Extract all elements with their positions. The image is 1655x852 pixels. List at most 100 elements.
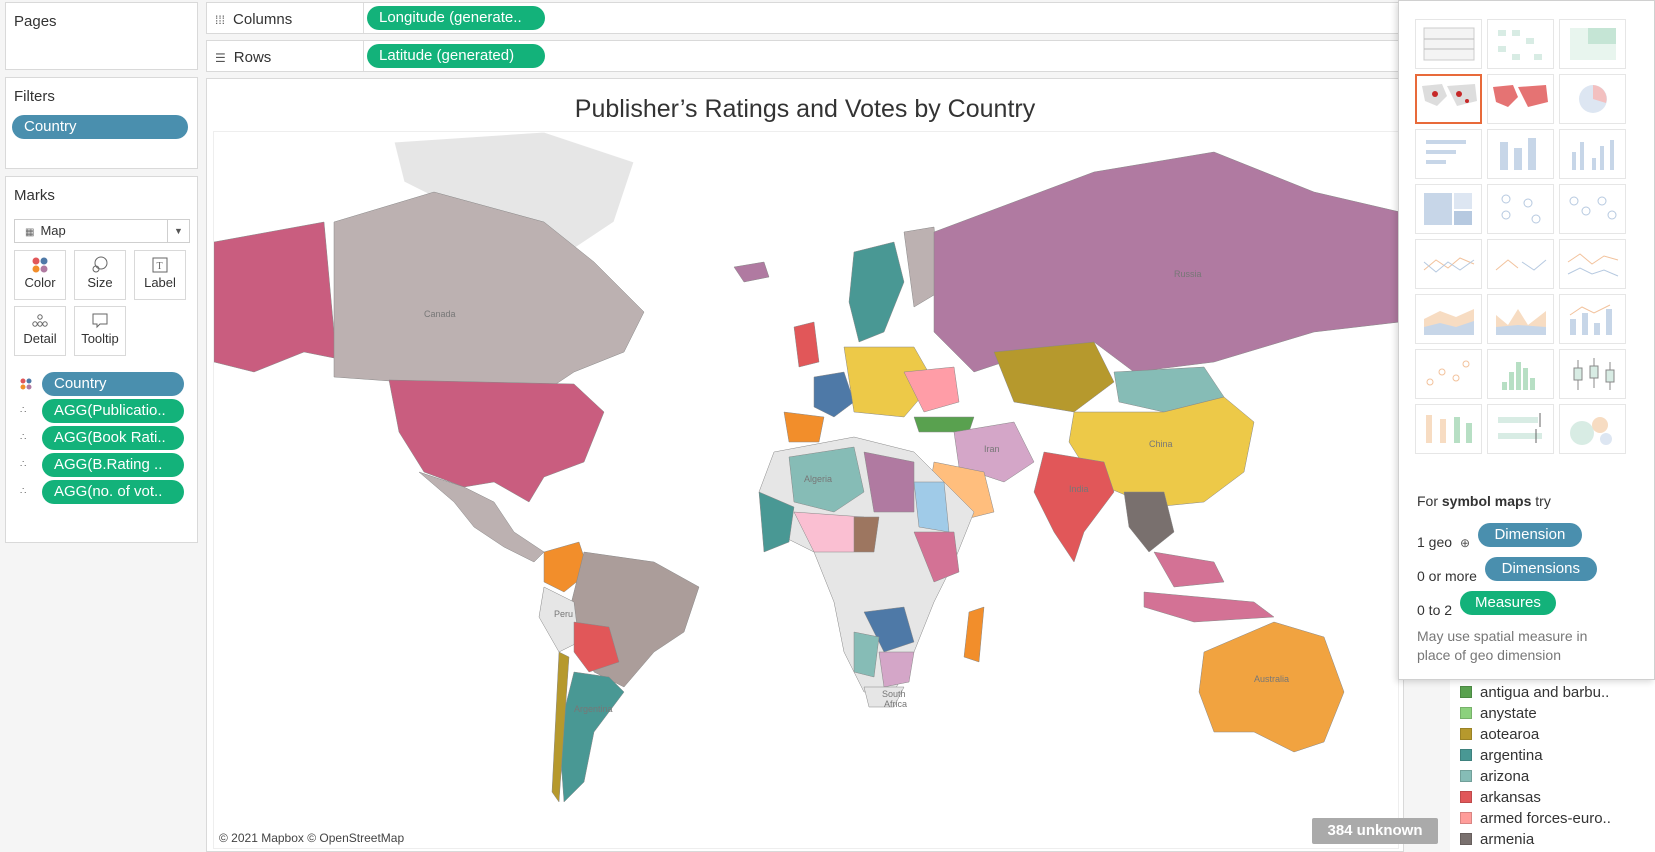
country-label-iran: Iran xyxy=(984,444,1000,454)
label-button[interactable]: T Label xyxy=(134,250,186,300)
mark-field-row[interactable]: Country xyxy=(14,372,194,396)
mark-field-pill[interactable]: AGG(Book Rati.. xyxy=(42,426,184,450)
legend-label: antigua and barbu.. xyxy=(1480,684,1610,701)
country-label-argentina: Argentina xyxy=(574,704,613,714)
mark-type-dropdown[interactable]: ▦ Map ▼ xyxy=(14,219,190,243)
detail-button[interactable]: Detail xyxy=(14,306,66,356)
requirement-label: 0 to 2 xyxy=(1417,602,1453,618)
map-country xyxy=(758,491,795,553)
area-discrete-chart-option[interactable] xyxy=(1487,294,1554,344)
tooltip-button[interactable]: Tooltip xyxy=(74,306,126,356)
rows-shelf[interactable]: ☰ Rows Latitude (generated) xyxy=(206,40,1406,72)
map-country xyxy=(1198,621,1345,753)
heat-map-chart-option[interactable] xyxy=(1487,19,1554,69)
mark-field-row[interactable]: ∴ AGG(Book Rati.. xyxy=(14,426,194,450)
detail-icon: ∴ xyxy=(20,486,27,497)
legend-item[interactable]: argentina xyxy=(1460,747,1543,767)
map-country xyxy=(913,416,975,433)
mark-field-row[interactable]: ∴ AGG(B.Rating .. xyxy=(14,453,194,477)
area-continuous-chart-option[interactable] xyxy=(1415,294,1482,344)
filled-map-chart-option[interactable] xyxy=(1487,74,1554,124)
legend-item[interactable]: arkansas xyxy=(1460,789,1541,809)
horizontal-bars-chart-option[interactable] xyxy=(1415,129,1482,179)
map-country xyxy=(863,686,905,708)
map-country xyxy=(903,366,960,413)
treemap-chart-option[interactable] xyxy=(1415,184,1482,234)
legend-item[interactable]: armed forces-euro.. xyxy=(1460,810,1611,830)
map-country xyxy=(913,481,950,533)
legend-label: arizona xyxy=(1480,768,1530,785)
map-country xyxy=(913,531,960,583)
legend-item[interactable]: armenia xyxy=(1460,831,1534,851)
detail-icon: ∴ xyxy=(20,405,27,416)
packed-bubbles-chart-option[interactable] xyxy=(1559,404,1626,454)
map-country xyxy=(953,421,1035,483)
legend-label: aotearoa xyxy=(1480,726,1540,743)
scatter-plot-chart-option[interactable] xyxy=(1415,349,1482,399)
mark-field-pill[interactable]: Country xyxy=(42,372,184,396)
mark-field-row[interactable]: ∴ AGG(Publicatio.. xyxy=(14,399,194,423)
mark-field-pill[interactable]: AGG(Publicatio.. xyxy=(42,399,184,423)
rows-pill[interactable]: Latitude (generated) xyxy=(367,44,545,68)
size-button[interactable]: Size xyxy=(74,250,126,300)
map-country xyxy=(878,651,915,688)
bullet-graph-chart-option[interactable] xyxy=(1487,404,1554,454)
pages-title: Pages xyxy=(14,13,57,30)
country-label-russia: Russia xyxy=(1174,269,1202,279)
rows-icon: ☰ xyxy=(215,51,226,65)
symbol-map-chart-option[interactable] xyxy=(1415,74,1482,124)
legend-item[interactable]: anystate xyxy=(1460,705,1537,725)
filter-pill-country[interactable]: Country xyxy=(12,115,188,139)
marks-card: Marks ▦ Map ▼ Color Size T Label Detail T… xyxy=(5,176,198,543)
requirement-pill: Measures xyxy=(1459,591,1556,615)
hint-chart-type: symbol maps xyxy=(1441,493,1532,509)
histogram-chart-option[interactable] xyxy=(1487,349,1554,399)
map-country xyxy=(783,411,825,443)
chevron-down-icon[interactable]: ▼ xyxy=(167,220,189,242)
side-by-side-bars-chart-option[interactable] xyxy=(1559,129,1626,179)
size-label: Size xyxy=(87,275,113,290)
label-icon: T xyxy=(135,251,185,275)
side-by-side-circles-chart-option[interactable] xyxy=(1559,184,1626,234)
pie-chart-option[interactable] xyxy=(1559,74,1626,124)
legend-swatch xyxy=(1460,728,1472,740)
stacked-bars-chart-option[interactable] xyxy=(1487,129,1554,179)
dual-lines-chart-option[interactable] xyxy=(1559,239,1626,289)
legend-swatch xyxy=(1460,707,1472,719)
mark-field-row[interactable]: ∴ AGG(no. of vot.. xyxy=(14,480,194,504)
columns-shelf[interactable]: ⁞⁞⁞ Columns Longitude (generate.. xyxy=(206,2,1406,34)
legend-swatch xyxy=(1460,770,1472,782)
detail-icon xyxy=(15,307,65,331)
columns-icon: ⁞⁞⁞ xyxy=(215,13,226,27)
map-country xyxy=(793,321,820,368)
world-map[interactable]: Canada Peru Argentina xyxy=(213,131,1399,849)
unknown-indicator[interactable]: 384 unknown xyxy=(1312,818,1438,844)
filters-title: Filters xyxy=(14,88,55,105)
box-whisker-chart-option[interactable] xyxy=(1559,349,1626,399)
legend-item[interactable]: antigua and barbu.. xyxy=(1460,684,1609,704)
dual-combination-chart-option[interactable] xyxy=(1559,294,1626,344)
legend-swatch xyxy=(1460,686,1472,698)
legend-item[interactable]: arizona xyxy=(1460,768,1529,788)
color-button[interactable]: Color xyxy=(14,250,66,300)
text-table-chart-option[interactable] xyxy=(1415,19,1482,69)
color-icon xyxy=(20,378,32,393)
highlight-table-chart-option[interactable] xyxy=(1559,19,1626,69)
gantt-chart-option[interactable] xyxy=(1415,404,1482,454)
filters-card: Filters Country xyxy=(5,77,198,169)
discrete-lines-chart-option[interactable] xyxy=(1487,239,1554,289)
circle-views-chart-option[interactable] xyxy=(1487,184,1554,234)
continuous-lines-chart-option[interactable] xyxy=(1415,239,1482,289)
tooltip-icon xyxy=(75,307,125,331)
show-me-hint: For symbol maps try xyxy=(1417,493,1551,509)
pages-card: Pages xyxy=(5,2,198,70)
legend-item[interactable]: aotearoa xyxy=(1460,726,1539,746)
mark-field-pill[interactable]: AGG(B.Rating .. xyxy=(42,453,184,477)
map-country xyxy=(848,241,905,343)
legend-label: anystate xyxy=(1480,705,1537,722)
mark-field-pill[interactable]: AGG(no. of vot.. xyxy=(42,480,184,504)
columns-pill[interactable]: Longitude (generate.. xyxy=(367,6,545,30)
label-label: Label xyxy=(144,275,176,290)
shelf-divider xyxy=(363,41,364,71)
requirement-label: 1 geo xyxy=(1417,534,1453,550)
